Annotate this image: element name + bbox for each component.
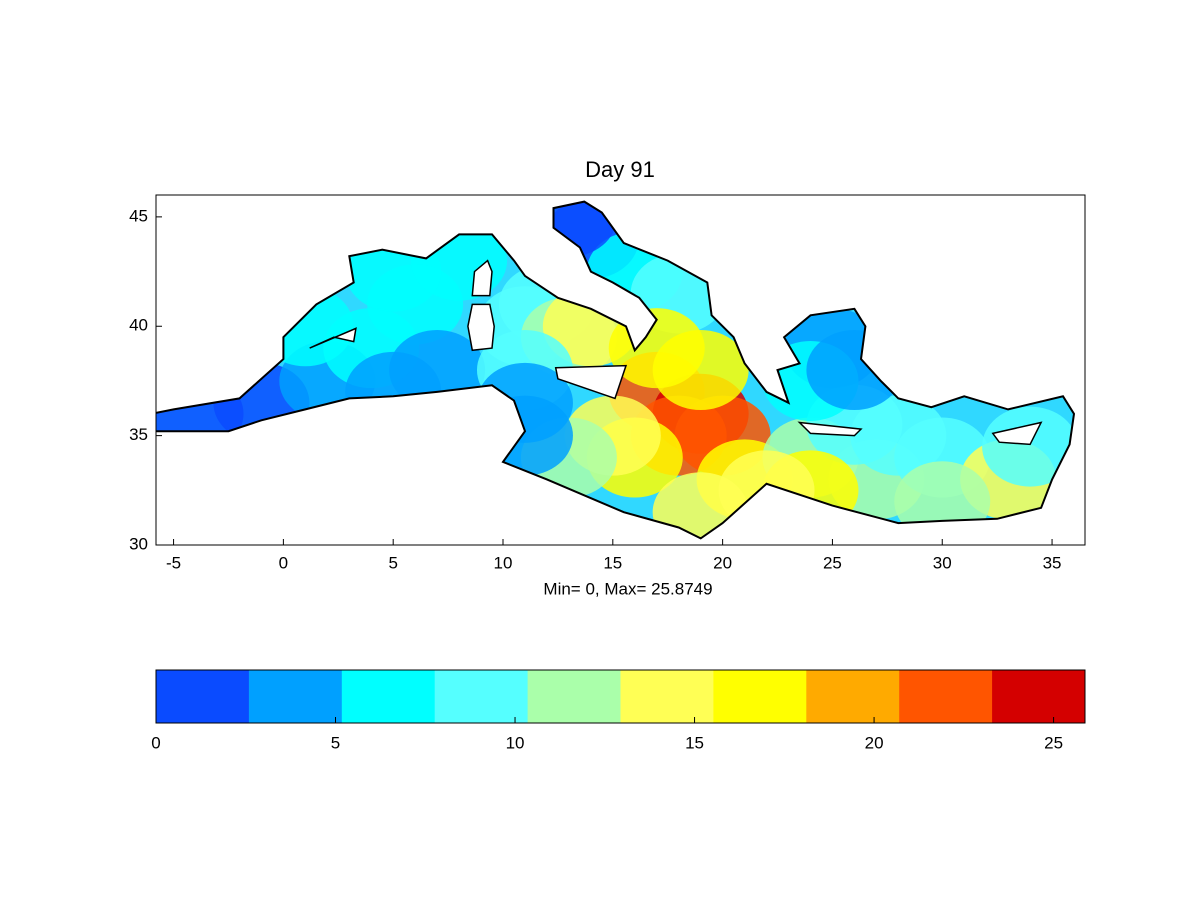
island <box>309 327 357 349</box>
island <box>554 364 628 400</box>
colorbar-tick-label: 10 <box>506 733 525 752</box>
island <box>467 303 495 352</box>
x-axis-label: Min= 0, Max= 25.8749 <box>543 579 712 598</box>
x-tick-label: 35 <box>1043 553 1062 572</box>
colorbar-tick-label: 0 <box>151 733 160 752</box>
colorbar-segment <box>248 670 343 723</box>
island <box>797 421 863 437</box>
colorbar-frame <box>155 669 1086 724</box>
colorbar-segment <box>341 670 436 723</box>
y-tick-label: 45 <box>129 206 148 225</box>
x-tick-label: 5 <box>388 553 397 572</box>
colorbar-segment <box>620 670 714 723</box>
island <box>471 259 493 297</box>
colorbar: 0 5 10 15 20 25 <box>151 669 1086 752</box>
colorbar-segment <box>992 670 1086 723</box>
field-patch <box>850 395 947 476</box>
colorbar-tick-label: 25 <box>1044 733 1063 752</box>
colorbar-segment <box>156 670 250 723</box>
coastline <box>156 200 1076 540</box>
colorbar-segment <box>434 670 529 723</box>
colorbar-segment <box>713 670 807 723</box>
field-patch <box>652 330 749 410</box>
x-tick-label: 30 <box>933 553 952 572</box>
colorbar-tick-label: 15 <box>685 733 704 752</box>
colorbar-segment <box>899 670 993 723</box>
x-tick-label: -5 <box>166 553 181 572</box>
colorbar-segment <box>806 670 900 723</box>
x-tick-label: 0 <box>279 553 288 572</box>
island <box>991 421 1043 446</box>
y-tick-label: 40 <box>129 316 148 335</box>
chart-title: Day 91 <box>585 157 655 182</box>
colorbar-tick-label: 5 <box>331 733 340 752</box>
x-tick-label: 25 <box>823 553 842 572</box>
y-tick-label: 35 <box>129 425 148 444</box>
colorbar-segment <box>527 670 621 723</box>
x-tick-label: 20 <box>713 553 732 572</box>
field-patch <box>982 406 1075 487</box>
axes-frame <box>155 194 1086 546</box>
x-tick-label: 10 <box>494 553 513 572</box>
colorbar-tick-label: 20 <box>865 733 884 752</box>
x-tick-label: 15 <box>603 553 622 572</box>
y-tick-label: 30 <box>129 534 148 553</box>
